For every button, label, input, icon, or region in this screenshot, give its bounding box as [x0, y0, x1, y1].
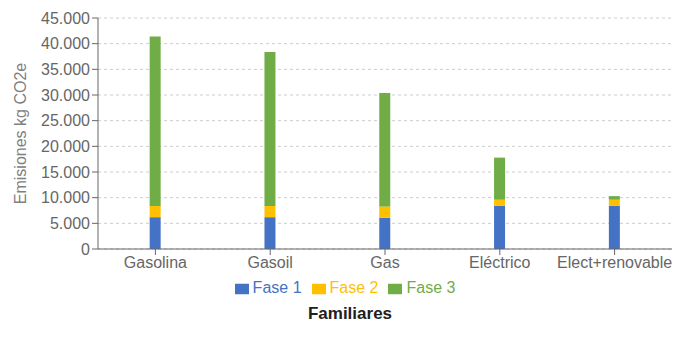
svg-text:0: 0: [81, 241, 90, 258]
html-text:Familiares: Familiares: [307, 304, 392, 323]
svg-text:25.000: 25.000: [41, 112, 90, 129]
svg-text:35.000: 35.000: [41, 61, 90, 78]
svg-text:Gas: Gas: [370, 254, 399, 271]
svg-text:5.000: 5.000: [50, 215, 90, 232]
svg-text:Emisiones kg CO2e: Emisiones kg CO2e: [12, 63, 29, 204]
svg-text:Gasolina: Gasolina: [124, 254, 187, 271]
svg-text:Elect+renovable: Elect+renovable: [557, 254, 672, 271]
svg-text:Gasoil: Gasoil: [248, 254, 293, 271]
svg-text:10.000: 10.000: [41, 189, 90, 206]
svg-text:Eléctrico: Eléctrico: [469, 254, 530, 271]
html-text:Fase 1: Fase 1: [252, 279, 302, 296]
svg-text:20.000: 20.000: [41, 138, 90, 155]
html-text:Fase 3: Fase 3: [406, 279, 456, 296]
svg-text:30.000: 30.000: [41, 87, 90, 104]
svg-text:45.000: 45.000: [41, 10, 90, 27]
html-text:Fase 2: Fase 2: [329, 279, 379, 296]
svg-text:40.000: 40.000: [41, 35, 90, 52]
svg-text:15.000: 15.000: [41, 164, 90, 181]
